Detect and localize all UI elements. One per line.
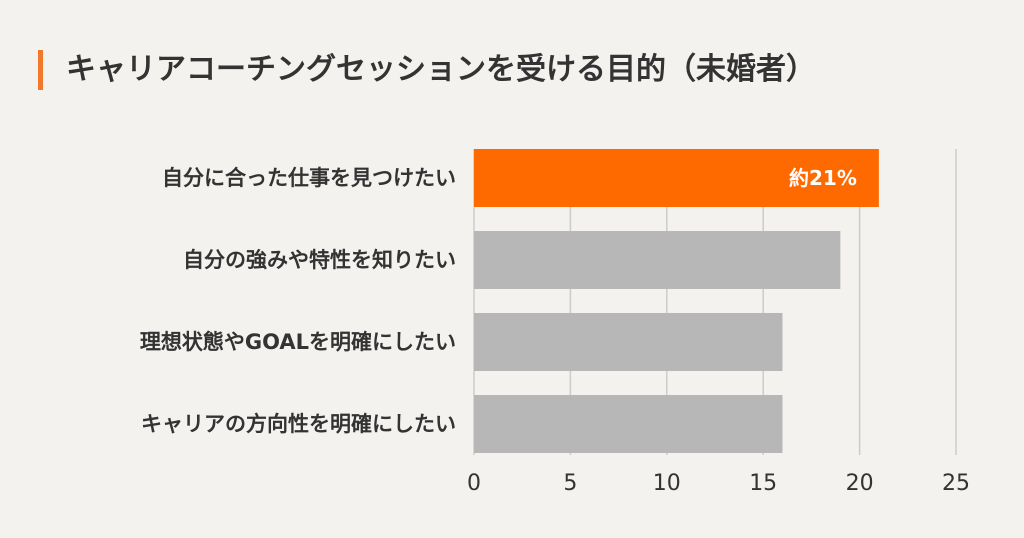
category-labels: 自分に合った仕事を見つけたい自分の強みや特性を知りたい理想状態やGOALを明確に… (140, 166, 456, 436)
x-tick-label: 20 (846, 471, 874, 496)
bars: 約21% (474, 149, 879, 453)
bar (474, 231, 841, 289)
bar (474, 395, 783, 453)
x-axis-ticks: 0 5 10 15 20 25 (467, 471, 970, 496)
x-tick-label: 0 (467, 471, 481, 496)
chart-title: キャリアコーチングセッションを受ける目的（未婚者） (66, 52, 816, 87)
data-label: 約21% (789, 166, 857, 190)
x-tick-label: 15 (749, 471, 777, 496)
category-label: キャリアの方向性を明確にしたい (141, 412, 456, 436)
x-tick-label: 10 (653, 471, 681, 496)
category-label: 自分の強みや特性を知りたい (183, 248, 456, 272)
bar (474, 313, 783, 371)
category-label: 自分に合った仕事を見つけたい (162, 166, 456, 190)
title-accent-bar (38, 50, 43, 90)
x-tick-label: 25 (942, 471, 970, 496)
x-tick-label: 5 (563, 471, 577, 496)
category-label: 理想状態やGOALを明確にしたい (140, 330, 456, 354)
bar (474, 149, 879, 207)
